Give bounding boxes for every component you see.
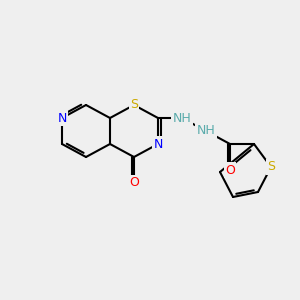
- Text: S: S: [130, 98, 138, 112]
- Text: O: O: [225, 164, 235, 176]
- Text: N: N: [153, 137, 163, 151]
- Text: N: N: [57, 112, 67, 124]
- Text: O: O: [129, 176, 139, 190]
- Text: NH: NH: [172, 112, 191, 124]
- Text: S: S: [267, 160, 275, 173]
- Text: NH: NH: [196, 124, 215, 137]
